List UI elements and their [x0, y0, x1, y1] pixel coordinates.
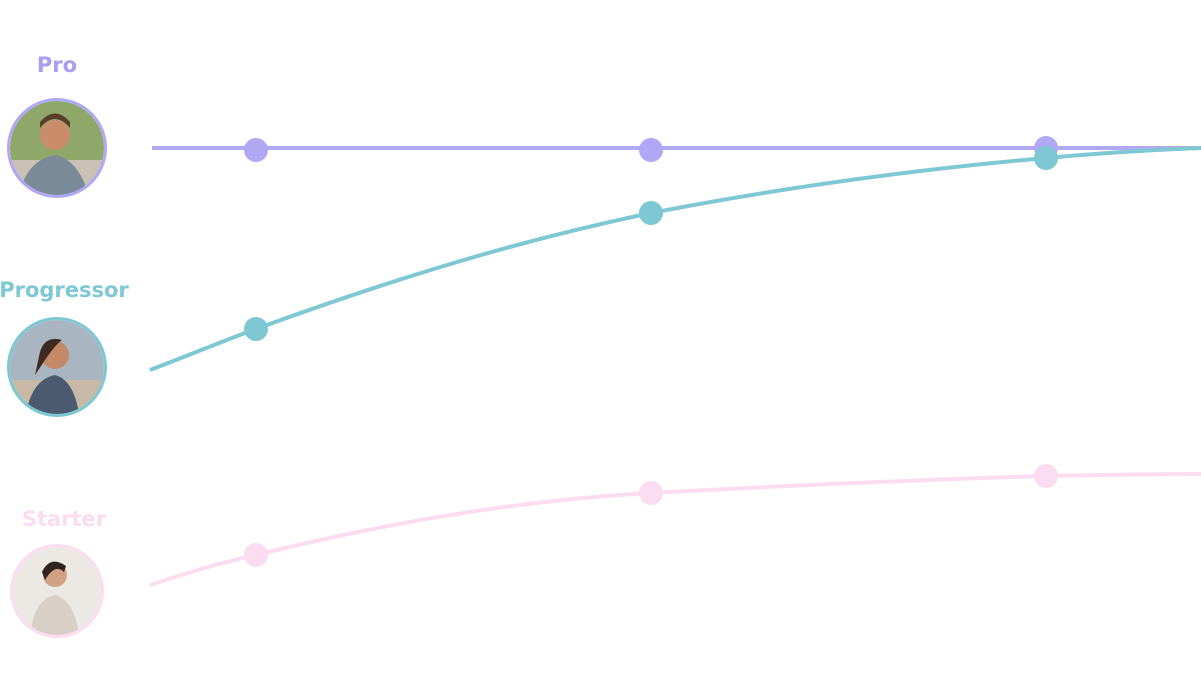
progressor-curve — [149, 146, 1201, 372]
persona-label: Starter — [22, 507, 107, 531]
pro-avatar — [7, 98, 107, 198]
persona-label: Pro — [37, 53, 77, 77]
starter-curve — [149, 464, 1201, 587]
persona-label: Progressor — [0, 278, 129, 302]
progressor-avatar — [7, 317, 107, 417]
starter-avatar — [10, 544, 104, 638]
